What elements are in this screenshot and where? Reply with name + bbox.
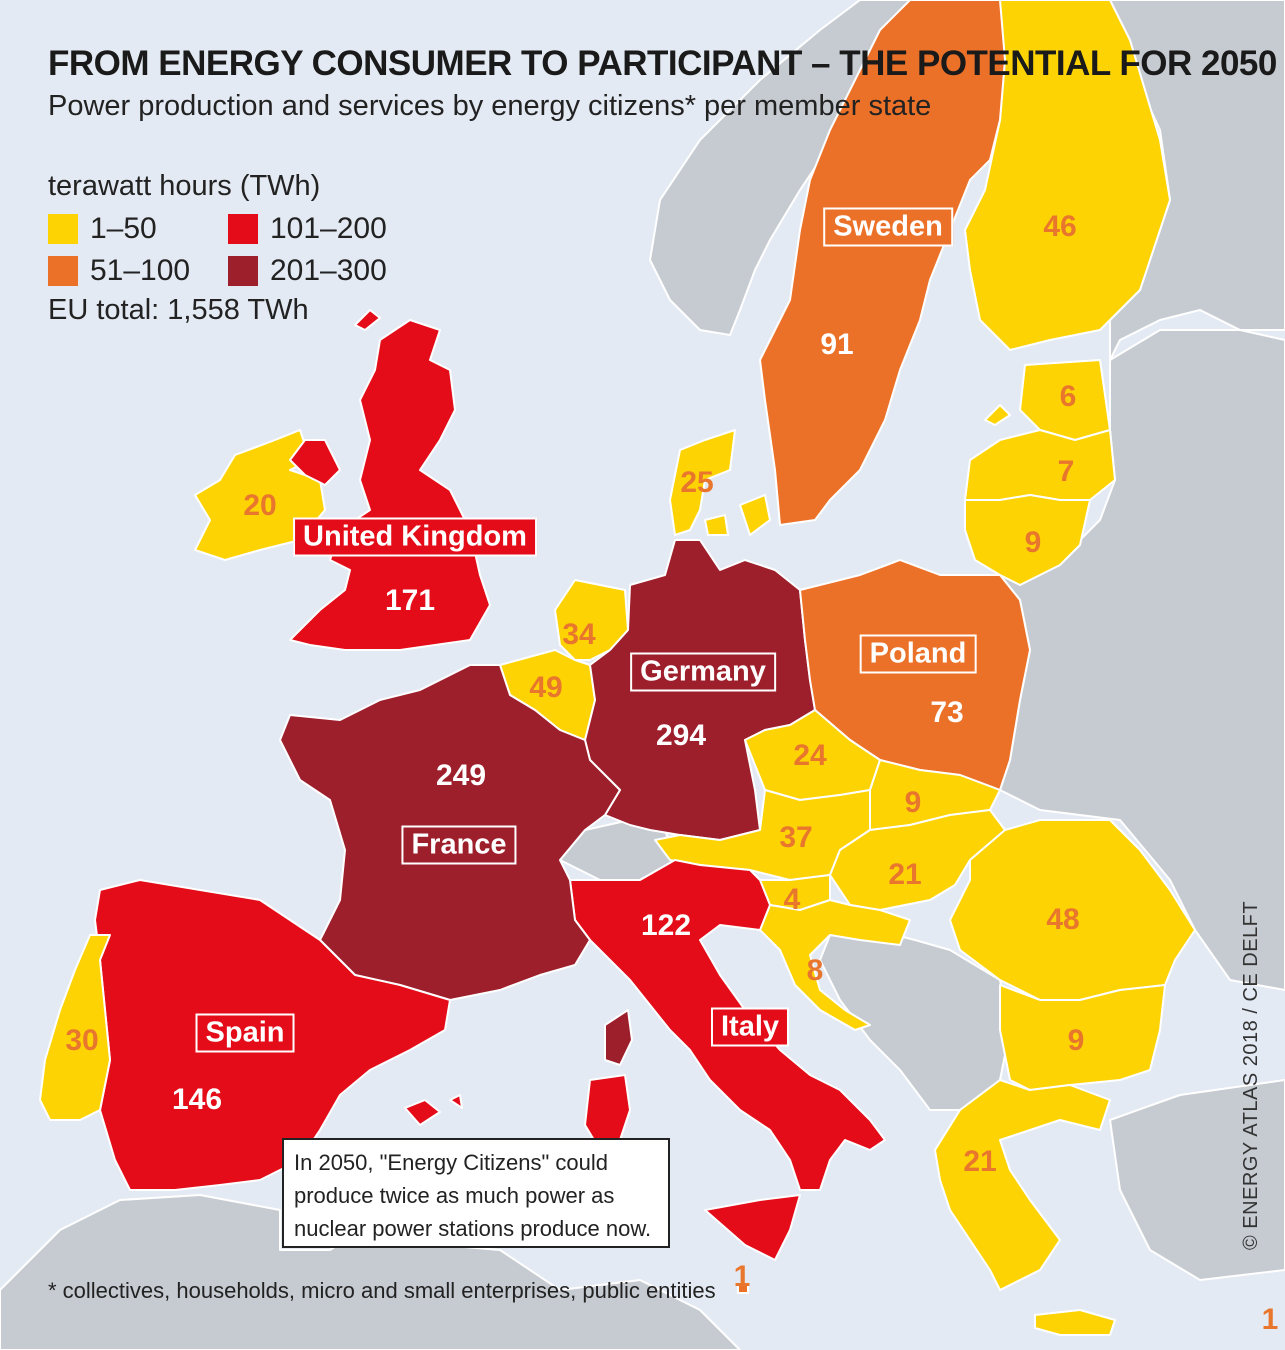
value-sweden: 91: [820, 328, 854, 361]
legend-label: 1–50: [90, 212, 157, 245]
value-austria: 37: [779, 821, 813, 854]
map-subtitle: Power production and services by energy …: [48, 90, 932, 122]
lithuania-shape: [964, 494, 1091, 586]
legend-title: terawatt hours (TWh): [48, 170, 321, 202]
value-slovakia: 9: [904, 786, 922, 819]
legend-item-101-200: 101–200: [228, 212, 387, 246]
corsica-island: [404, 1099, 441, 1126]
sardinia-island: [604, 1009, 633, 1066]
label-poland: Poland: [859, 634, 977, 674]
value-belgium: 49: [529, 671, 563, 704]
value-croatia: 8: [806, 954, 824, 987]
northern-ireland-shape: [289, 439, 341, 486]
greece-shape: [934, 1079, 1111, 1291]
balearic-island: [449, 1094, 463, 1109]
value-spain: 146: [171, 1083, 223, 1116]
funen-island: [704, 514, 729, 536]
map-title: FROM ENERGY CONSUMER TO PARTICIPANT – TH…: [48, 44, 1277, 83]
label-sweden: Sweden: [823, 207, 953, 247]
eu-total: EU total: 1,558 TWh: [48, 294, 309, 326]
value-portugal: 30: [65, 1024, 99, 1057]
credit: © ENERGY ATLAS 2018 / CE DELFT: [1240, 900, 1262, 1250]
footnote: * collectives, households, micro and sma…: [48, 1278, 716, 1303]
value-netherlands: 34: [562, 618, 596, 651]
value-germany: 294: [655, 719, 707, 752]
zealand-island: [739, 494, 771, 536]
value-czechia: 24: [793, 739, 827, 772]
value-ireland: 20: [243, 489, 277, 522]
value-uk: 171: [384, 584, 436, 617]
denmark-shape: [669, 429, 736, 536]
label-france: France: [401, 825, 517, 865]
value-malta: 1: [733, 1260, 751, 1293]
value-estonia: 6: [1059, 380, 1077, 413]
legend-item-51-100: 51–100: [48, 254, 190, 288]
value-romania: 48: [1046, 903, 1080, 936]
value-finland: 46: [1043, 210, 1077, 243]
sweden-shape: [759, 0, 1006, 526]
poland-shape: [799, 559, 1031, 791]
legend-item-1-50: 1–50: [48, 212, 157, 246]
value-bulgaria: 9: [1067, 1024, 1085, 1057]
legend-label: 51–100: [90, 254, 191, 287]
legend-item-201-300: 201–300: [228, 254, 387, 288]
latvia-shape: [964, 429, 1116, 501]
legend-swatch-orange: [48, 256, 78, 286]
value-cyprus: 1: [1261, 1303, 1279, 1336]
value-slovenia: 4: [783, 883, 801, 916]
sicily-island: [704, 1194, 801, 1261]
value-poland: 73: [930, 696, 964, 729]
croatia-shape: [759, 899, 911, 1031]
portugal-shape: [39, 934, 111, 1121]
value-latvia: 7: [1057, 455, 1075, 488]
label-germany: Germany: [630, 652, 776, 692]
legend-swatch-red: [228, 214, 258, 244]
value-lithuania: 9: [1024, 526, 1042, 559]
bulgaria-shape: [999, 984, 1166, 1091]
legend-label: 201–300: [270, 254, 387, 287]
value-italy: 122: [640, 909, 692, 942]
crete-island: [1034, 1309, 1116, 1336]
label-united-kingdom: United Kingdom: [293, 517, 537, 557]
uk-shape: [289, 319, 491, 651]
malta-marker: [737, 1284, 749, 1294]
hebrides-island: [354, 309, 381, 331]
saaremaa-island: [984, 404, 1011, 426]
value-denmark: 25: [680, 466, 714, 499]
label-spain: Spain: [195, 1013, 295, 1053]
legend-label: 101–200: [270, 212, 387, 245]
value-france: 249: [435, 759, 487, 792]
value-hungary: 21: [888, 858, 922, 891]
note-box: In 2050, "Energy Citizens" could produce…: [282, 1138, 670, 1248]
value-greece: 21: [963, 1145, 997, 1178]
label-italy: Italy: [710, 1007, 790, 1047]
legend-swatch-dark-red: [228, 256, 258, 286]
turkey-land: [1109, 1079, 1285, 1281]
legend-swatch-yellow: [48, 214, 78, 244]
